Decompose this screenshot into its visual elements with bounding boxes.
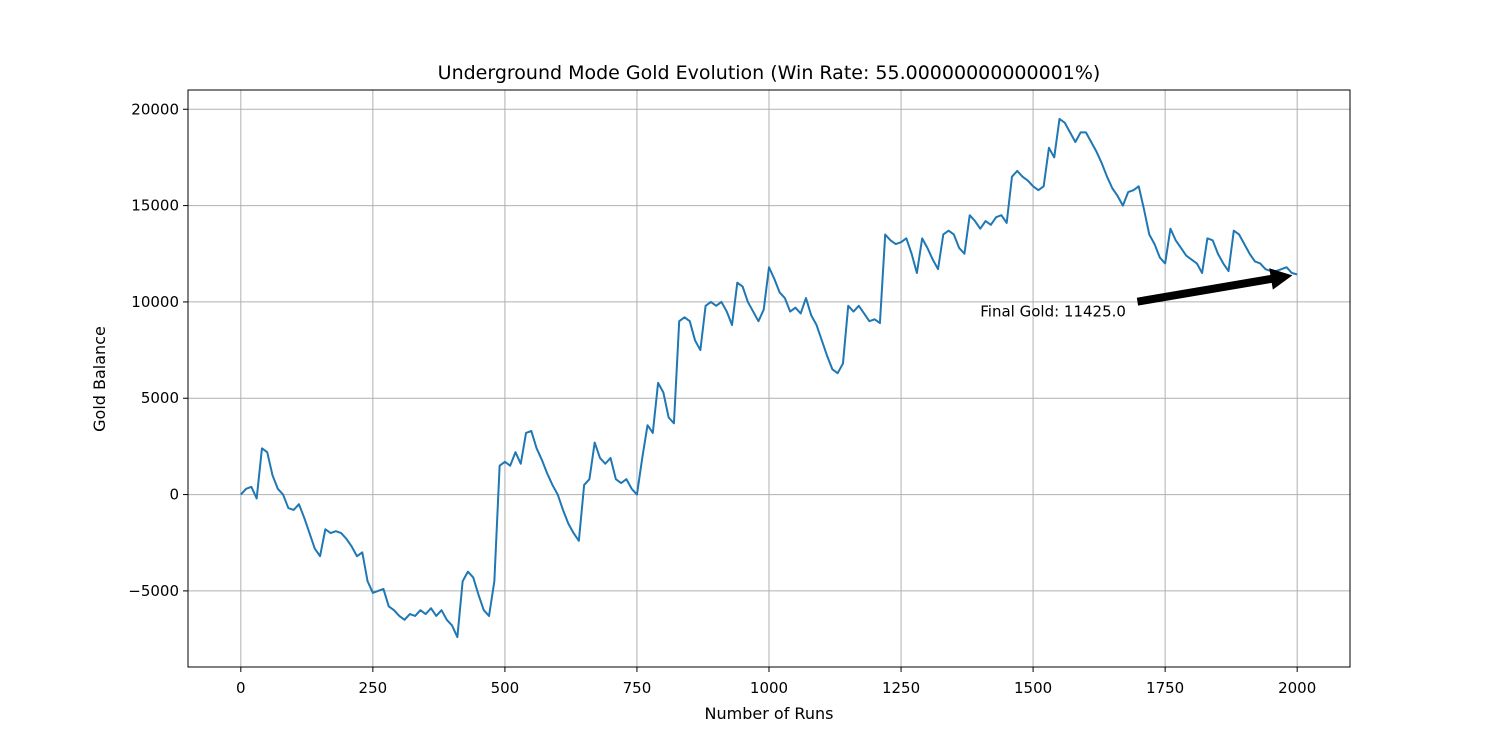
y-tick-label: 10000 (131, 293, 179, 311)
y-axis-label: Gold Balance (90, 326, 109, 432)
y-tick-label: 15000 (131, 197, 179, 215)
grid (188, 90, 1350, 667)
chart-title: Underground Mode Gold Evolution (Win Rat… (438, 62, 1101, 84)
annotation-text: Final Gold: 11425.0 (980, 303, 1126, 321)
plot-frame (187, 89, 1351, 668)
x-tick-label: 750 (623, 679, 652, 697)
ticks: 0 250 500 750 1000 1250 1500 1750 2000 −5000 0 5000… (128, 100, 1316, 697)
y-tick-label: 20000 (131, 100, 179, 118)
x-tick-label: 250 (359, 679, 388, 697)
y-tick-label: 5000 (141, 389, 179, 407)
y-tick-label: 0 (169, 486, 179, 504)
x-tick-label: 1000 (750, 679, 788, 697)
x-tick-label: 2000 (1278, 679, 1316, 697)
y-tick-label: −5000 (128, 582, 179, 600)
x-tick-label: 1750 (1146, 679, 1184, 697)
x-tick-label: 1500 (1014, 679, 1052, 697)
x-tick-label: 1250 (882, 679, 920, 697)
x-axis-label: Number of Runs (705, 704, 834, 723)
data-line (240, 117, 1298, 639)
annotation-arrow (1136, 268, 1293, 306)
x-tick-label: 500 (491, 679, 520, 697)
x-tick-label: 0 (236, 679, 246, 697)
